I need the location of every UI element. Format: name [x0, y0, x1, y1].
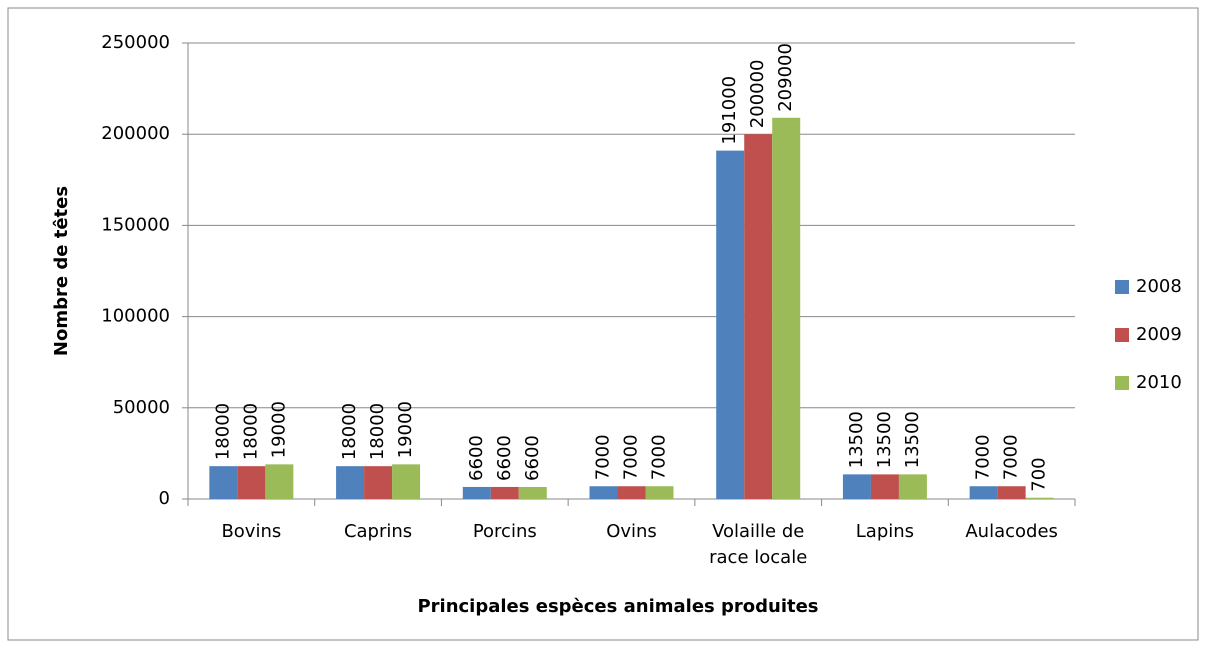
data-label: 191000 [719, 76, 740, 145]
bar [518, 486, 547, 499]
bar [969, 486, 998, 499]
x-tick-label-box: Caprins [343, 521, 413, 542]
bar [772, 117, 801, 499]
y-tick-label: 0 [159, 488, 170, 509]
legend-swatch [1115, 328, 1129, 342]
y-axis-title: Nombre de têtes [51, 186, 72, 356]
bar [490, 486, 519, 499]
bar [209, 466, 238, 499]
data-label: 6600 [494, 435, 515, 481]
data-label: 7000 [649, 434, 670, 480]
data-label: 6600 [522, 435, 543, 481]
data-label: 18000 [339, 403, 360, 460]
x-tick-label: Caprins [343, 521, 413, 542]
data-label: 200000 [747, 59, 768, 128]
legend-swatch [1115, 376, 1129, 390]
data-label: 7000 [593, 434, 614, 480]
x-tick-label-box: Ovins [606, 521, 657, 542]
x-tick-label-box: Porcins [472, 521, 537, 542]
x-tick-label: Lapins [855, 521, 915, 542]
data-label: 7000 [621, 434, 642, 480]
legend-label: 2010 [1136, 372, 1182, 393]
y-tick-label: 250000 [101, 32, 170, 53]
legend-label: 2009 [1136, 324, 1182, 345]
x-tick-label: Aulacodes [965, 521, 1058, 542]
x-tick-label: Porcins [472, 521, 537, 542]
y-tick-label: 50000 [113, 397, 170, 418]
data-label: 19000 [395, 401, 416, 458]
y-tick-label: 200000 [101, 123, 170, 144]
x-tick-label-box: Volaille de race locale [709, 521, 808, 568]
bar [237, 466, 266, 499]
bar [898, 474, 927, 499]
bar [842, 474, 871, 499]
bar [589, 486, 618, 499]
bar [645, 486, 674, 499]
bar [997, 486, 1026, 499]
chart-border [7, 7, 1199, 641]
y-tick-label: 150000 [101, 214, 170, 235]
data-label: 700 [1029, 457, 1050, 491]
x-axis-title: Principales espèces animales produites [417, 596, 818, 617]
data-label: 19000 [268, 401, 289, 458]
data-label: 18000 [240, 403, 261, 460]
bar [462, 486, 491, 499]
bar [716, 150, 745, 499]
y-tick-label: 100000 [101, 306, 170, 327]
bar [265, 464, 294, 499]
x-tick-label-box: Aulacodes [965, 521, 1058, 542]
data-label: 13500 [846, 411, 867, 468]
bar [870, 474, 899, 499]
data-label: 13500 [874, 411, 895, 468]
legend-swatch [1115, 280, 1129, 294]
data-label: 7000 [1001, 434, 1022, 480]
bar [617, 486, 646, 499]
bar [744, 134, 773, 499]
bar [1025, 497, 1054, 499]
x-tick-label: Bovins [221, 521, 282, 542]
data-label: 13500 [902, 411, 923, 468]
x-tick-label-box: Lapins [855, 521, 915, 542]
legend-label: 2008 [1136, 276, 1182, 297]
x-tick-label: Volaille de race locale [709, 521, 808, 568]
data-label: 7000 [973, 434, 994, 480]
bar [336, 466, 365, 499]
data-label: 209000 [775, 43, 796, 112]
x-tick-label: Ovins [606, 521, 657, 542]
x-tick-label-box: Bovins [221, 521, 282, 542]
data-label: 6600 [466, 435, 487, 481]
data-label: 18000 [367, 403, 388, 460]
bar [364, 466, 393, 499]
bar [392, 464, 421, 499]
data-label: 18000 [212, 403, 233, 460]
